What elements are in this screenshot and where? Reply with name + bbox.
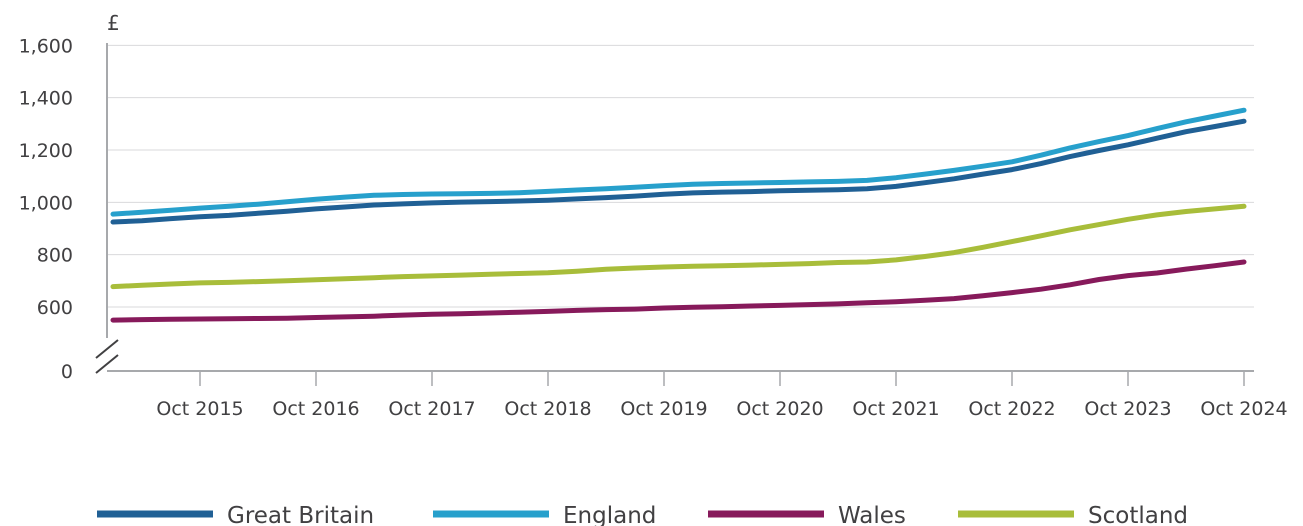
series-line-wales (110, 259, 1247, 323)
y-tick-label-1400: 1,400 (19, 88, 73, 110)
x-tick-label: Oct 2017 (388, 398, 475, 420)
legend-label: England (563, 503, 656, 526)
series-line-scotland (110, 203, 1247, 290)
x-tick-label: Oct 2022 (968, 398, 1055, 420)
y-axis-unit-label: £ (107, 11, 120, 35)
legend: Great Britain England Wales Scotland (97, 503, 1188, 526)
x-tick-label: Oct 2016 (272, 398, 359, 420)
legend-label: Scotland (1088, 503, 1188, 526)
y-tick-label-1200: 1,200 (19, 140, 73, 162)
x-tick-label: Oct 2020 (736, 398, 823, 420)
series-lines (110, 107, 1247, 323)
x-tick-label: Oct 2019 (620, 398, 707, 420)
series-line-great-britain (110, 118, 1247, 225)
y-tick-label-1600: 1,600 (19, 35, 73, 57)
x-tick-label: Oct 2018 (504, 398, 591, 420)
y-tick-label-0: 0 (61, 361, 73, 383)
series-line-england (110, 107, 1247, 217)
y-axis: £ (95, 11, 120, 374)
x-tick-label: Oct 2023 (1084, 398, 1171, 420)
y-tick-label-800: 800 (37, 245, 73, 267)
y-tick-labels: 0 600 800 1,000 1,200 1,400 1,600 (19, 35, 73, 383)
y-tick-label-1000: 1,000 (19, 192, 73, 214)
x-tick-label: Oct 2024 (1200, 398, 1287, 420)
y-axis-break-mark-2 (95, 354, 119, 374)
legend-label: Great Britain (227, 503, 374, 526)
y-tick-label-600: 600 (37, 297, 73, 319)
x-ticks: Oct 2015 Oct 2016 Oct 2017 Oct 2018 Oct 2019… (156, 371, 1288, 420)
x-tick-label: Oct 2021 (852, 398, 939, 420)
x-tick-label: Oct 2015 (156, 398, 243, 420)
legend-label: Wales (838, 503, 906, 526)
y-axis-break-mark-1 (95, 339, 119, 359)
